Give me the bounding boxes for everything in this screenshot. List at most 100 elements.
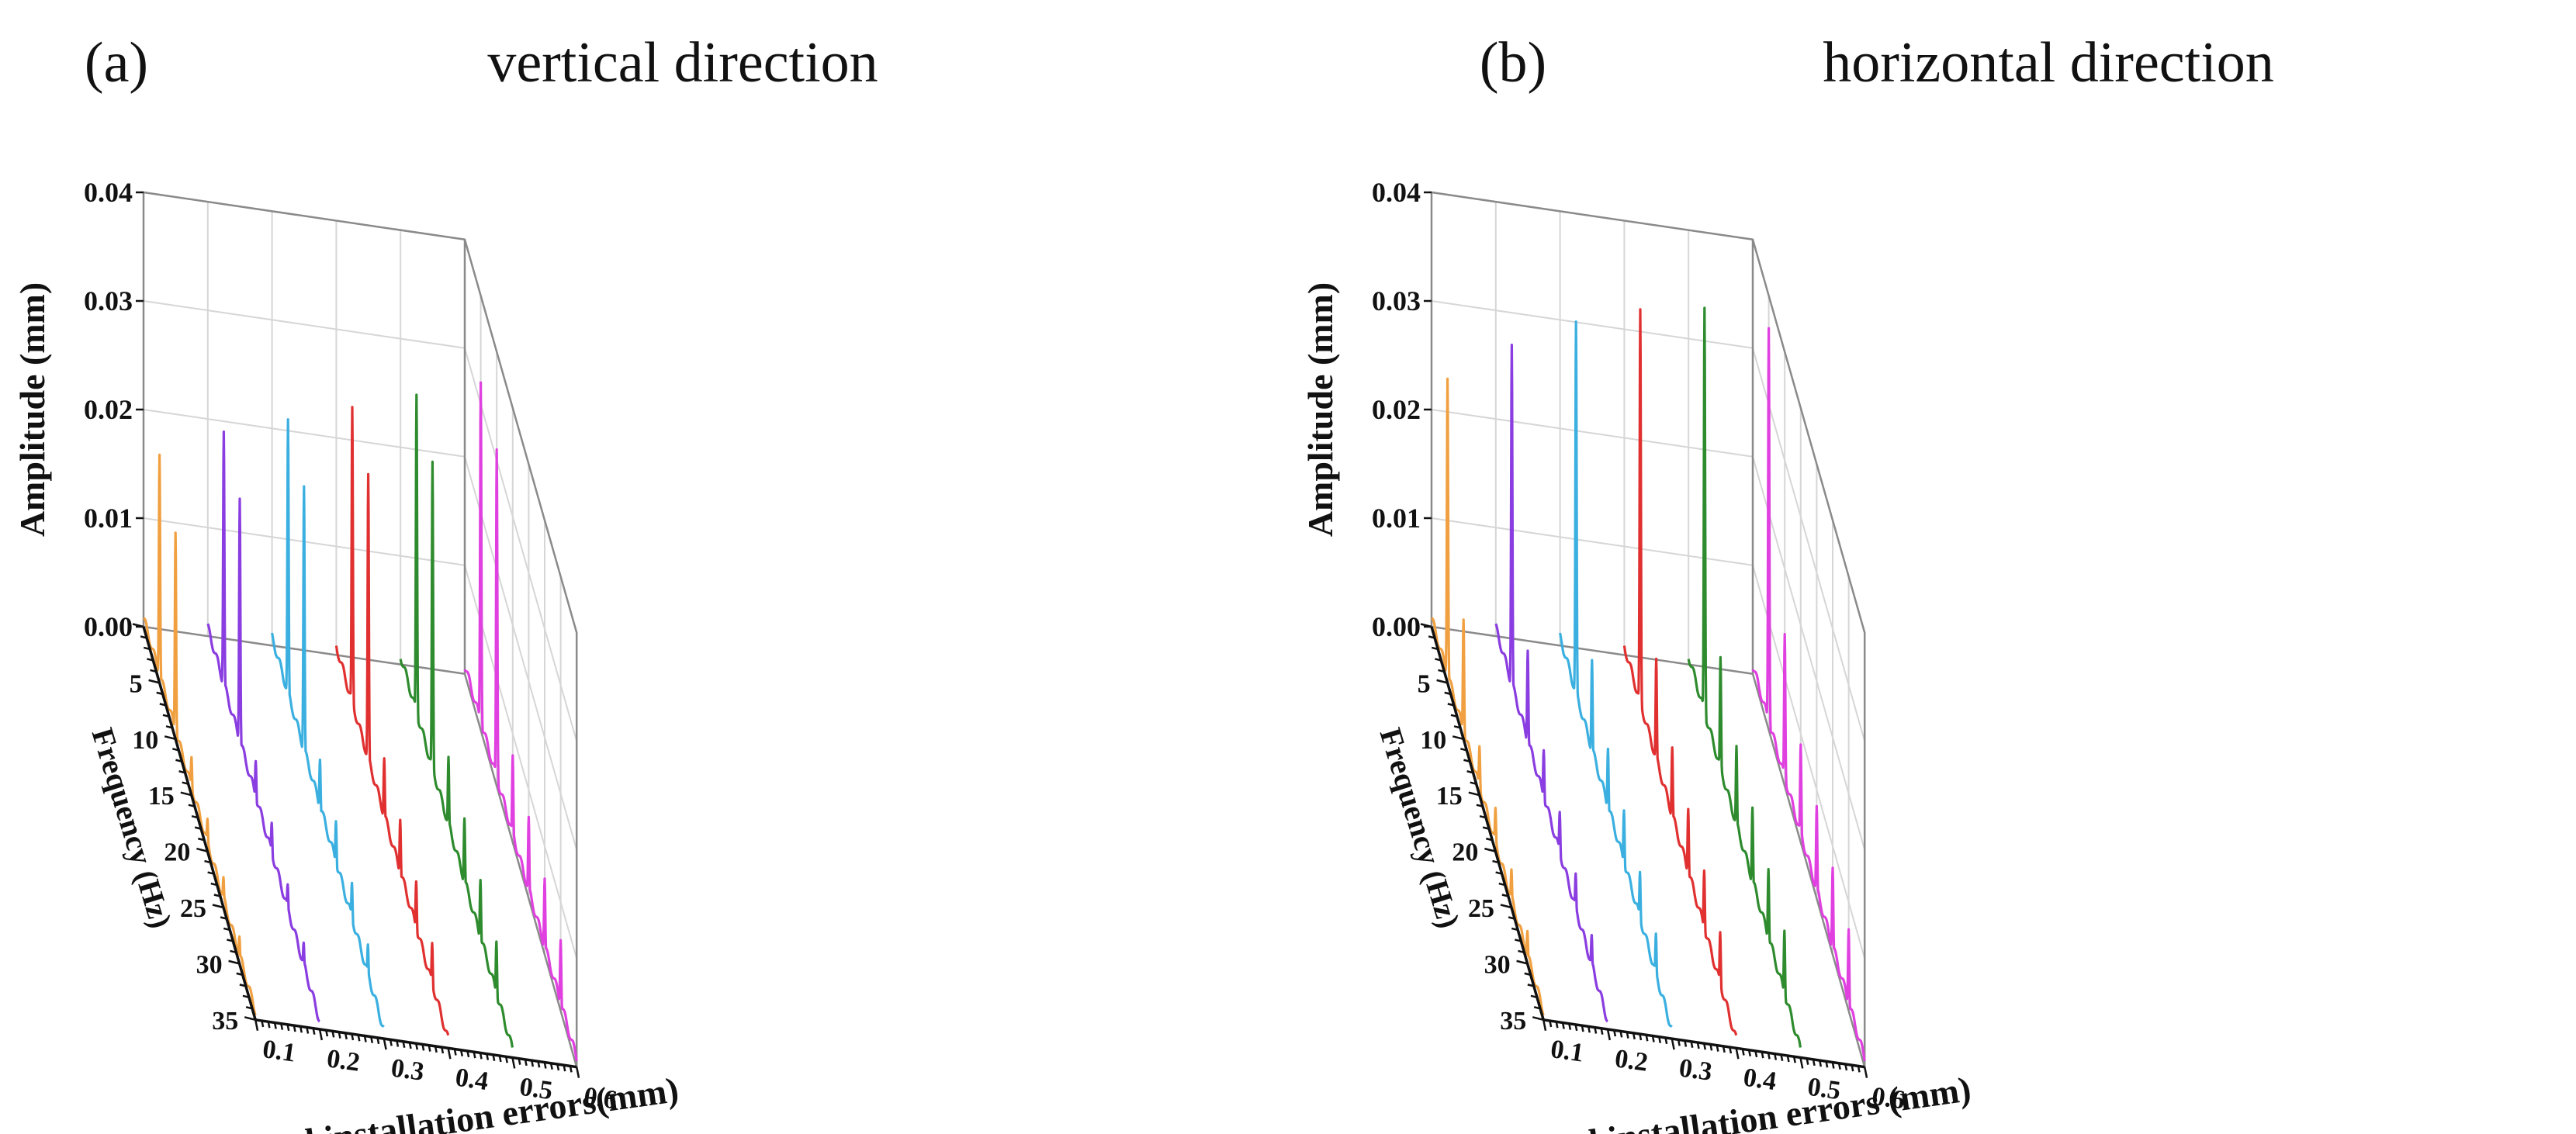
x-tick-mark: [453, 1049, 457, 1056]
frequency-tick-mark: [194, 826, 202, 830]
x-tick-mark: [1568, 1023, 1572, 1030]
frequency-tick-mark: [236, 972, 244, 977]
frequency-tick-mark: [1527, 984, 1535, 987]
x-tick-label: 0.1: [1549, 1035, 1585, 1068]
frequency-tick-label: 15: [148, 782, 175, 811]
x-tick-mark: [473, 1051, 476, 1059]
x-tick-mark: [1702, 1042, 1707, 1050]
frequency-tick-mark: [1476, 804, 1484, 807]
x-tick-mark: [1684, 1040, 1688, 1047]
amplitude-tick-label: 0.04: [1372, 177, 1421, 208]
x-tick-mark: [1722, 1046, 1726, 1053]
frame-floor-edge: [143, 625, 578, 1067]
frequency-tick-label: 5: [1418, 669, 1431, 698]
x-tick-mark: [1799, 1057, 1804, 1069]
frequency-tick-mark: [223, 927, 230, 932]
frequency-tick-mark: [212, 904, 224, 909]
frequency-tick-mark: [1460, 748, 1467, 752]
series-trace-0.6: [463, 381, 578, 1062]
frequency-tick-mark: [1501, 894, 1509, 897]
x-tick-mark: [421, 1044, 425, 1051]
frequency-tick-mark: [178, 770, 185, 774]
frequency-tick-mark: [1524, 972, 1532, 977]
x-tick-mark: [486, 1053, 490, 1060]
x-tick-mark: [402, 1041, 406, 1049]
x-tick-mark: [370, 1036, 374, 1043]
x-tick-mark: [414, 1042, 419, 1050]
x-tick-label: 0.6: [582, 1082, 618, 1115]
back-wall-gridline: [143, 300, 466, 349]
frequency-tick-mark: [1482, 826, 1490, 830]
x-tick-mark: [286, 1024, 290, 1032]
frequency-tick-mark: [204, 859, 211, 864]
x-tick-mark: [428, 1045, 431, 1052]
frequency-tick-mark: [162, 714, 170, 718]
frequency-tick-mark: [1466, 770, 1473, 774]
x-tick-mark: [1581, 1025, 1584, 1032]
x-tick-mark: [1626, 1032, 1629, 1039]
series-trace-0.5: [399, 393, 514, 1048]
frequency-tick-mark: [244, 1016, 256, 1022]
x-tick-mark: [1613, 1029, 1617, 1037]
x-tick-mark: [396, 1040, 400, 1047]
x-tick-label: 0.3: [1678, 1053, 1714, 1087]
frequency-tick-label: 10: [132, 726, 158, 755]
frequency-axis-title: Frequency (Hz): [85, 724, 178, 932]
x-tick-mark: [1587, 1026, 1591, 1033]
amplitude-tick-label: 0.03: [84, 285, 133, 316]
frequency-tick-mark: [143, 646, 151, 651]
frequency-tick-mark: [242, 994, 250, 999]
x-tick-mark: [306, 1027, 310, 1034]
x-tick-mark: [1549, 1020, 1553, 1028]
side-wall-gridline: [1752, 565, 1866, 959]
x-tick-mark: [1774, 1053, 1778, 1060]
x-tick-mark: [569, 1066, 573, 1073]
x-tick-mark: [312, 1028, 316, 1035]
x-tick-mark: [389, 1039, 393, 1046]
back-wall-gridline: [1431, 517, 1754, 566]
amplitude-tick-label: 0.01: [1372, 503, 1421, 534]
x-tick-mark: [1555, 1021, 1559, 1029]
amplitude-tick-label: 0.04: [84, 177, 133, 208]
frequency-tick-mark: [1484, 847, 1496, 852]
x-tick-mark: [575, 1067, 580, 1078]
x-tick-mark: [1837, 1063, 1841, 1070]
frequency-tick-label: 30: [196, 950, 223, 979]
frequency-tick-mark: [213, 894, 221, 897]
x-tick-mark: [1767, 1053, 1771, 1060]
x-tick-mark: [261, 1020, 265, 1028]
x-tick-mark: [1754, 1050, 1758, 1058]
amplitude-tick-label: 0.02: [84, 394, 133, 425]
series-trace-0.3: [1559, 320, 1673, 1029]
frequency-tick-mark: [164, 735, 176, 741]
x-tick-mark: [1709, 1044, 1713, 1051]
x-tick-label: 0.2: [1613, 1044, 1650, 1077]
frequency-tick-mark: [188, 804, 196, 807]
x-tick-mark: [408, 1042, 412, 1049]
frequency-tick-mark: [1511, 927, 1518, 932]
frequency-tick-label: 25: [180, 894, 206, 923]
frequency-tick-mark: [140, 635, 147, 639]
x-tick-label: 0.5: [1806, 1073, 1842, 1106]
frequency-tick-label: 30: [1484, 950, 1511, 979]
frequency-tick-mark: [1463, 759, 1470, 762]
x-tick-label: 0.4: [1741, 1063, 1778, 1097]
frequency-tick-label: 35: [212, 1007, 238, 1035]
x-tick-mark: [1542, 1019, 1547, 1032]
x-tick-mark: [351, 1033, 355, 1041]
frequency-tick-mark: [180, 791, 192, 797]
x-tick-mark: [1632, 1032, 1636, 1040]
frequency-tick-mark: [1435, 658, 1442, 662]
x-tick-mark: [531, 1060, 535, 1067]
x-tick-mark: [1792, 1056, 1796, 1063]
frequency-tick-mark: [1516, 959, 1528, 965]
frequency-axis-line: [142, 626, 257, 1021]
frequency-tick-label: 25: [1468, 894, 1494, 923]
frequency-tick-mark: [210, 882, 218, 887]
x-tick-mark: [563, 1064, 566, 1072]
x-tick-mark: [376, 1037, 380, 1045]
x-tick-mark: [479, 1053, 483, 1060]
x-tick-mark: [549, 1063, 553, 1070]
x-tick-mark: [1780, 1054, 1784, 1062]
frequency-tick-mark: [227, 939, 234, 942]
